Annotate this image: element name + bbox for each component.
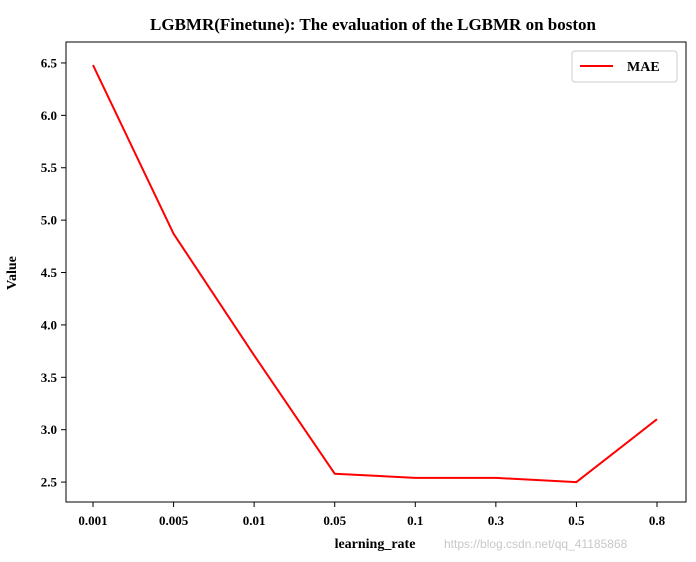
plot-area-frame — [65, 41, 687, 503]
x-tick-label: 0.3 — [488, 513, 505, 528]
series-line-mae — [92, 64, 658, 484]
legend-frame — [571, 50, 678, 83]
y-tick-label: 4.5 — [41, 265, 58, 280]
y-tick-label: 5.5 — [41, 160, 58, 175]
y-tick-label: 3.5 — [41, 370, 58, 385]
x-tick-label: 0.8 — [649, 513, 666, 528]
watermark-url: https://blog.csdn.net/qq_41185868 — [444, 537, 628, 551]
y-tick-label: 4.0 — [41, 317, 57, 332]
x-tick-label: 0.001 — [78, 513, 107, 528]
series-layer — [92, 64, 658, 484]
x-axis-ticks: 0.001 0.005 0.01 0.05 0.1 0.3 0.5 0.8 — [78, 502, 666, 528]
y-tick-label: 6.0 — [41, 108, 57, 123]
legend: MAE — [571, 50, 678, 83]
x-tick-label: 0.01 — [243, 513, 266, 528]
x-tick-label: 0.005 — [159, 513, 189, 528]
y-axis-label: Value — [5, 256, 20, 290]
y-tick-label: 6.5 — [41, 55, 58, 70]
x-axis-label: learning_rate — [335, 537, 416, 552]
x-tick-label: 0.5 — [568, 513, 585, 528]
y-axis-ticks: 2.5 3.0 3.5 4.0 4.5 5.0 5.5 6.0 6.5 — [41, 55, 66, 490]
legend-label-mae: MAE — [627, 60, 660, 75]
x-tick-label: 0.05 — [323, 513, 346, 528]
x-tick-label: 0.1 — [407, 513, 423, 528]
y-tick-label: 2.5 — [41, 475, 58, 490]
y-tick-label: 3.0 — [41, 422, 57, 437]
y-tick-label: 5.0 — [41, 213, 57, 228]
chart-title: LGBMR(Finetune): The evaluation of the L… — [150, 15, 597, 34]
